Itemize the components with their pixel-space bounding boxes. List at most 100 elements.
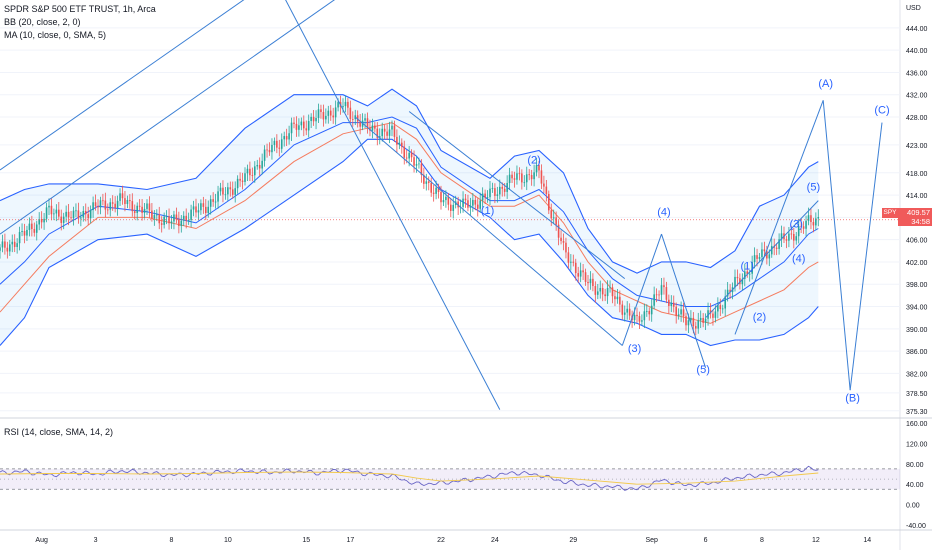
- candle-body: [474, 199, 477, 205]
- candle-body: [550, 210, 553, 219]
- candle-body: [611, 287, 614, 297]
- candle-body: [793, 234, 795, 241]
- axis-unit-label: USD: [906, 5, 921, 12]
- candle-body: [285, 136, 288, 140]
- wave-label: (2): [527, 154, 540, 166]
- candle-body: [48, 205, 50, 208]
- candle-body: [695, 326, 697, 329]
- candle-body: [682, 309, 685, 317]
- candle-body: [565, 242, 567, 253]
- candle-body: [638, 316, 641, 322]
- candle-body: [616, 296, 619, 300]
- wave-label: (5): [807, 182, 820, 194]
- candle-body: [288, 133, 290, 140]
- candle-body: [295, 123, 298, 130]
- candle-body: [317, 109, 320, 118]
- candle-body: [770, 245, 773, 255]
- candle-body: [766, 251, 768, 259]
- candle-body: [452, 204, 455, 211]
- candle-body: [584, 272, 587, 282]
- candle-body: [712, 313, 714, 318]
- candle-body: [334, 107, 337, 118]
- candle-body: [511, 174, 513, 179]
- candle-body: [4, 241, 6, 248]
- candle-body: [724, 296, 726, 309]
- candle-body: [432, 192, 435, 194]
- candle-body: [410, 152, 413, 158]
- candle-body: [663, 285, 665, 288]
- candle-body: [116, 200, 119, 208]
- candle-body: [401, 142, 403, 147]
- candle-body: [185, 215, 187, 221]
- candle-body: [525, 174, 528, 183]
- candle-body: [197, 210, 200, 213]
- candle-body: [273, 140, 276, 145]
- wave-label: (3): [790, 218, 803, 230]
- candle-body: [396, 136, 398, 145]
- time-tick-label: 29: [569, 537, 577, 544]
- candle-body: [815, 218, 817, 226]
- candle-body: [99, 200, 102, 208]
- candle-body: [207, 206, 210, 214]
- candle-body: [40, 218, 43, 223]
- candle-body: [160, 223, 163, 225]
- candle-body: [405, 157, 408, 159]
- candle-body: [592, 278, 594, 287]
- rsi-tick-label: 80.00: [906, 462, 924, 469]
- candle-body: [641, 320, 643, 322]
- candle-body: [290, 122, 293, 134]
- candle-body: [11, 241, 14, 245]
- rsi-tick-label: 0.00: [906, 503, 920, 510]
- candle-body: [481, 193, 484, 201]
- candle-body: [702, 317, 704, 323]
- rsi-band: [0, 468, 900, 490]
- candle-body: [219, 187, 222, 192]
- candle-body: [356, 115, 359, 122]
- candle-body: [156, 214, 158, 216]
- candle-body: [158, 214, 161, 224]
- wave-label: (B): [845, 392, 860, 404]
- candle-body: [332, 115, 334, 118]
- wave-label: (C): [874, 105, 889, 117]
- candle-body: [726, 289, 729, 297]
- rsi-tick-label: 40.00: [906, 482, 924, 489]
- candle-body: [258, 164, 261, 169]
- candle-body: [374, 125, 376, 129]
- candle-body: [756, 255, 758, 259]
- candle-body: [60, 216, 63, 223]
- candle-body: [660, 285, 663, 295]
- candle-body: [261, 160, 263, 169]
- candle-body: [202, 203, 205, 207]
- candle-body: [173, 214, 175, 222]
- candle-body: [403, 146, 406, 158]
- candle-body: [391, 125, 393, 130]
- trendline: [0, 0, 245, 171]
- candle-body: [680, 309, 682, 315]
- price-tick-label: 406.00: [906, 238, 928, 245]
- candle-body: [797, 226, 800, 237]
- candle-body: [192, 206, 195, 210]
- trendline: [0, 0, 335, 235]
- candle-body: [646, 310, 648, 312]
- candle-body: [753, 255, 756, 263]
- candle-body: [337, 102, 339, 108]
- time-tick-label: 6: [704, 537, 708, 544]
- candle-body: [807, 215, 810, 221]
- candle-body: [329, 110, 332, 116]
- candle-body: [464, 198, 467, 201]
- candle-body: [699, 317, 702, 321]
- candle-body: [780, 233, 783, 240]
- ticker-tag: SPY: [882, 208, 898, 218]
- bb-fill: [0, 89, 819, 346]
- candle-body: [508, 174, 511, 184]
- candle-body: [67, 211, 70, 218]
- trendline: [822, 100, 851, 391]
- time-tick-label: 14: [863, 537, 871, 544]
- candle-body: [636, 314, 638, 317]
- candle-body: [84, 210, 87, 215]
- candle-body: [89, 210, 92, 219]
- candle-body: [491, 188, 494, 189]
- candle-body: [35, 224, 38, 233]
- candle-body: [26, 229, 28, 236]
- candle-body: [601, 288, 604, 295]
